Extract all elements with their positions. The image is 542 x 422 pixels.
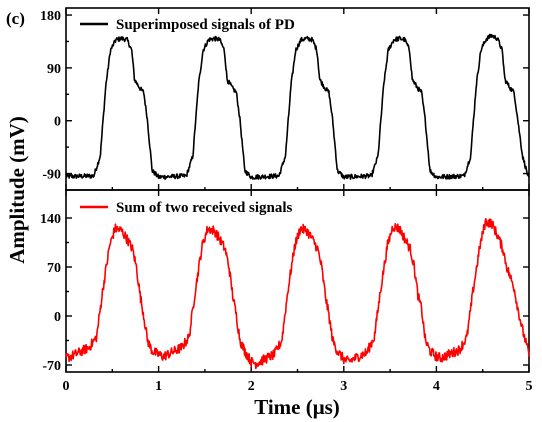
x-tick-label-2: 2 [248,379,255,394]
y-tick-label-top-2: 90 [47,62,61,77]
chart-top-y-axis: -90 0 90 180 [40,9,529,183]
y-tick-label-bottom-0: -70 [42,359,61,374]
chart-bottom-plot-area [65,218,530,370]
chart-top-plot-area [65,33,530,180]
y-tick-label-top-3: 180 [40,9,61,24]
legend-label-pd: Superimposed signals of PD [116,17,295,33]
series-line-bottom-0 [65,218,530,370]
y-axis-label: Amplitude (mV) [5,116,29,264]
x-tick-label-5: 5 [526,379,533,394]
y-tick-label-bottom-1: 0 [54,310,61,325]
y-tick-label-bottom-3: 140 [40,212,61,227]
legend-label-sum: Sum of two received signals [116,200,293,216]
panel-label: (c) [6,9,25,28]
x-tick-label-4: 4 [433,379,440,394]
chart-bottom-x-axis: 0 1 2 3 4 5 [63,190,533,394]
x-tick-label-0: 0 [63,379,70,394]
series-line-top-0 [65,33,530,180]
chart-top-frame [65,7,530,191]
x-tick-label-3: 3 [340,379,347,394]
chart-bottom-y-axis: -70 0 70 140 [40,212,529,374]
chart-bottom-frame [65,189,530,373]
chart-top-x-ticks [65,8,530,190]
y-tick-label-top-1: 0 [54,115,61,130]
x-tick-label-1: 1 [155,379,162,394]
y-tick-label-bottom-2: 70 [47,261,61,276]
x-axis-label: Time (μs) [254,395,340,419]
chart-top: -90 0 90 180 Superimposed signals of PD [40,7,530,191]
y-tick-label-top-0: -90 [42,168,61,183]
